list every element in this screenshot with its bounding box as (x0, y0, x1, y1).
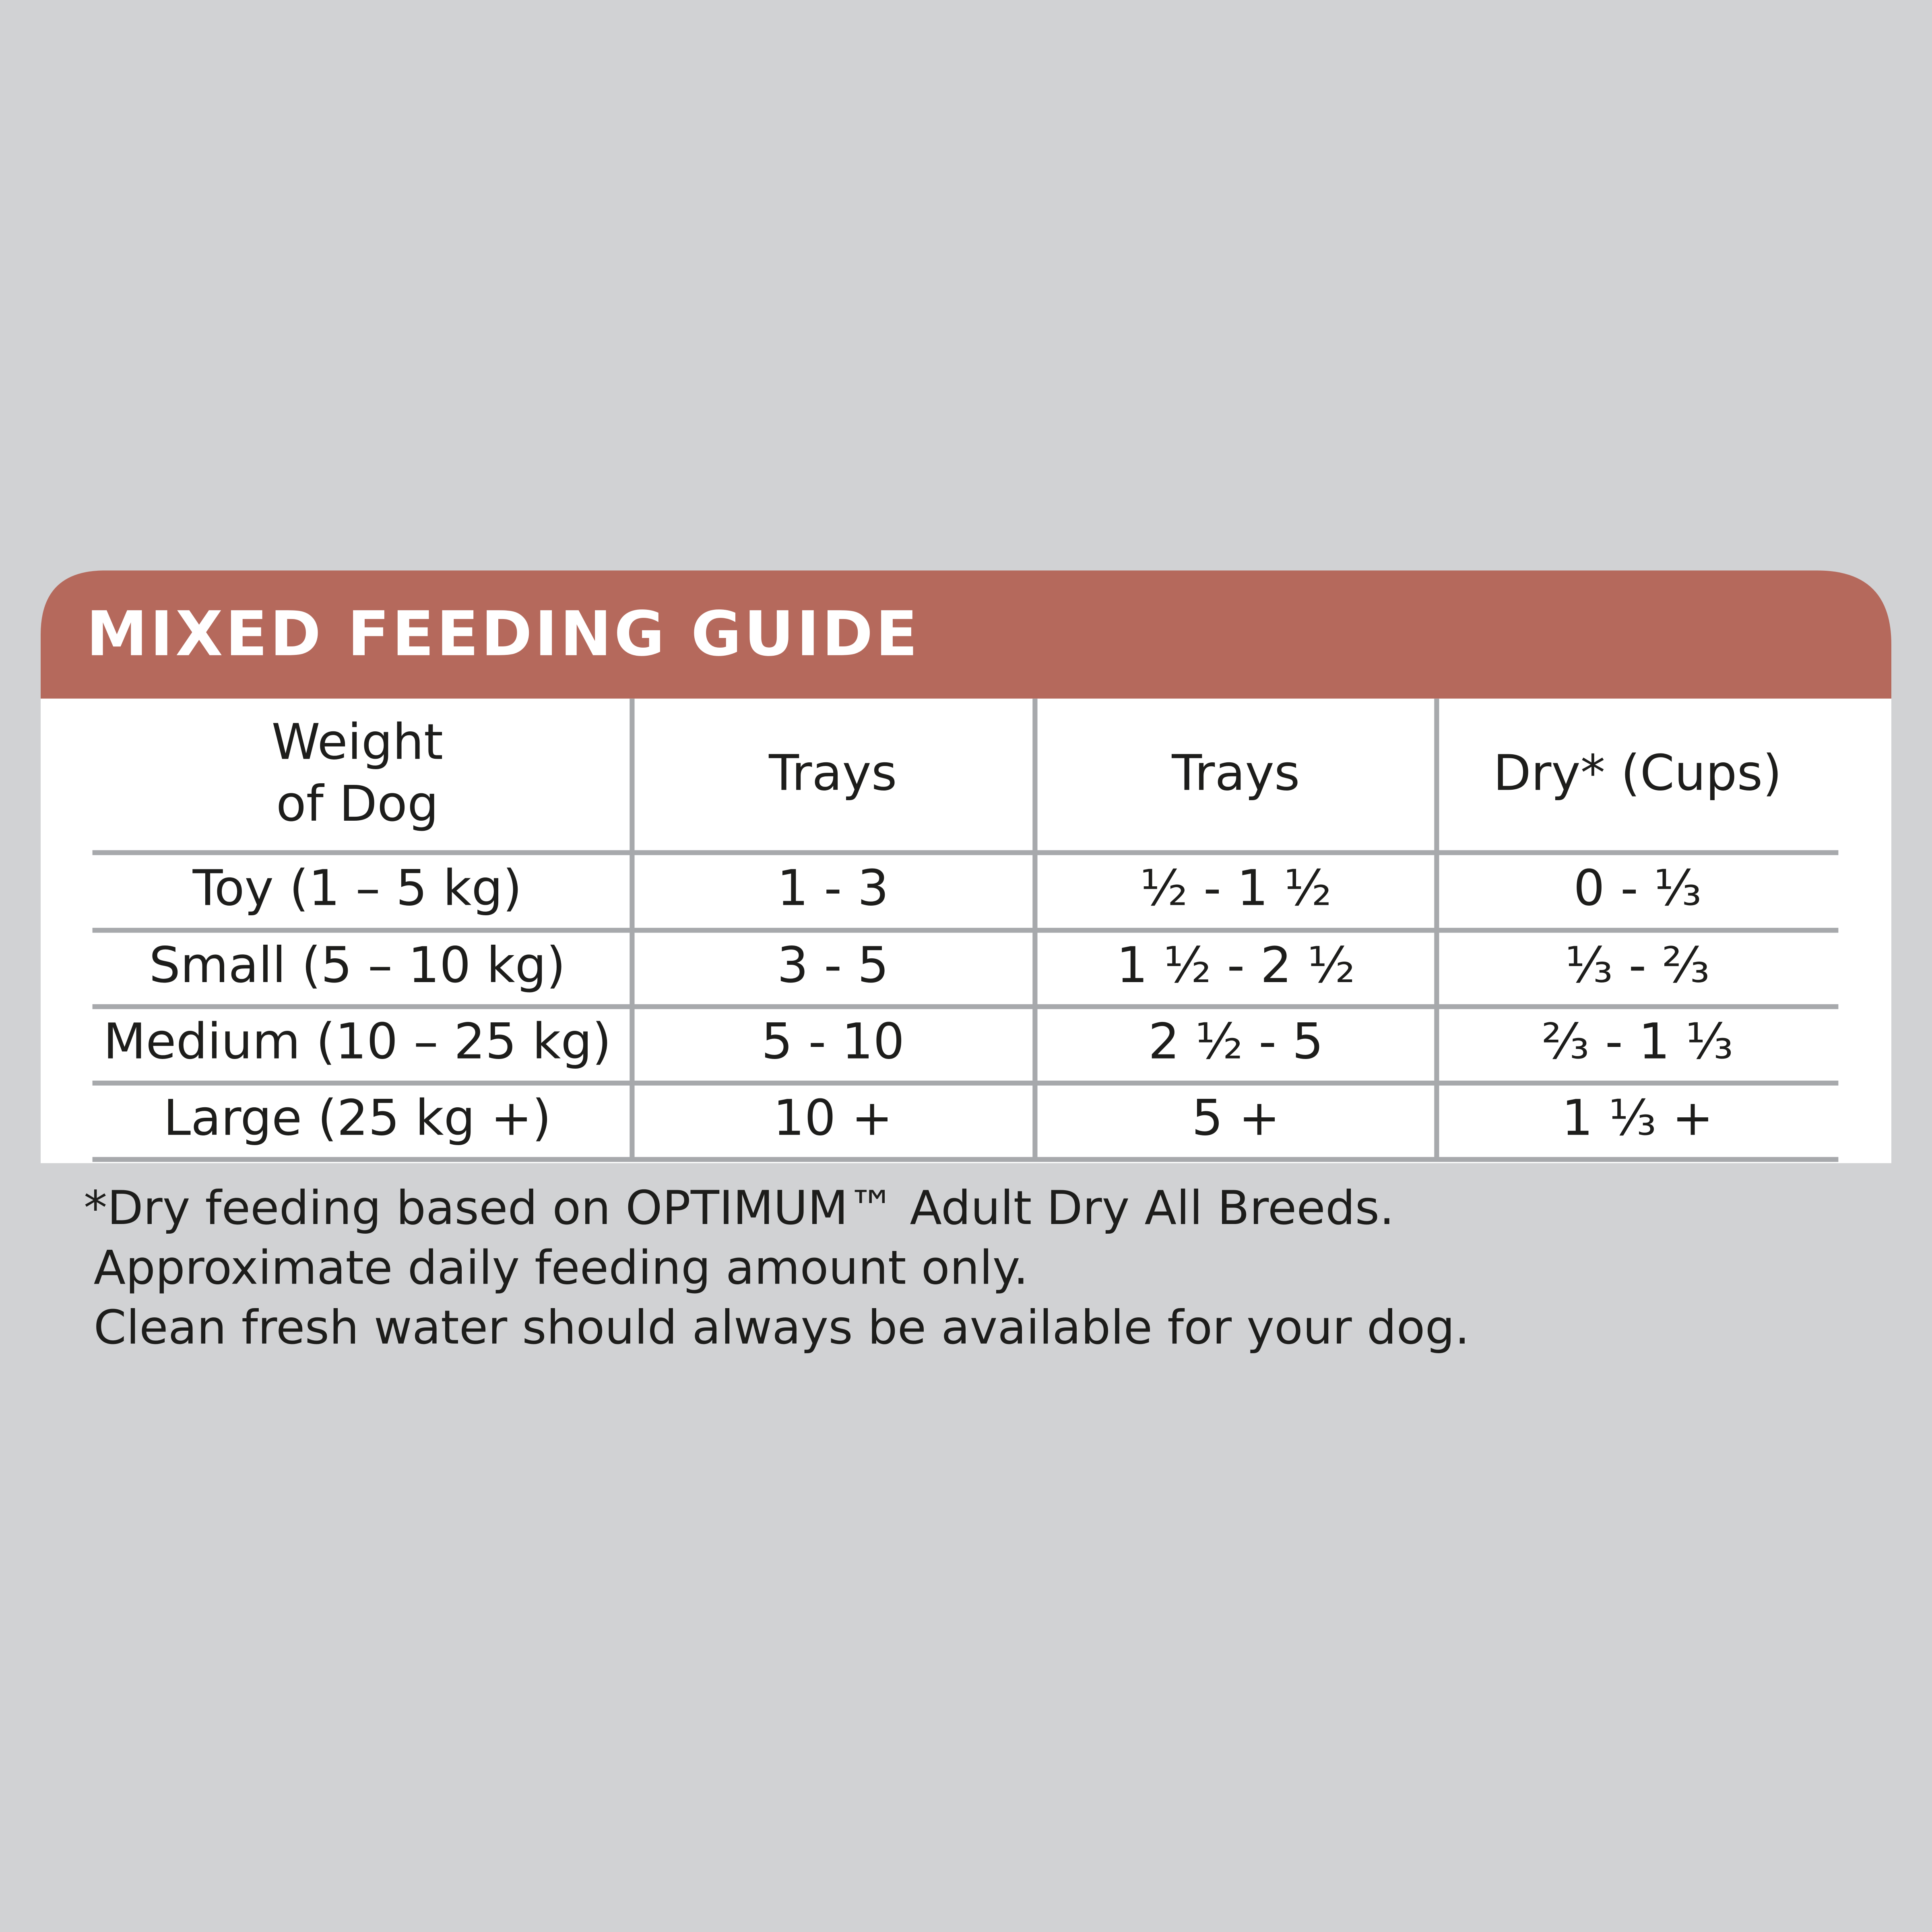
header-band (41, 570, 1891, 699)
column-header: of Dog (276, 775, 439, 832)
column-header: Trays (1171, 744, 1300, 801)
table-cell: 0 - ⅓ (1573, 859, 1702, 916)
table-cell: Large (25 kg +) (163, 1089, 551, 1146)
column-header: Trays (768, 744, 897, 801)
table-cell: Small (5 – 10 kg) (149, 936, 566, 994)
footnote-line: Approximate daily feeding amount only. (94, 1241, 1028, 1295)
table-grid (92, 698, 1839, 1162)
table-cell: 5 - 10 (762, 1013, 905, 1070)
table-cell: ½ - 1 ½ (1140, 859, 1331, 916)
footnote: *Dry feeding based on OPTIMUM™ Adult Dry… (84, 1181, 1470, 1355)
column-header: Dry* (Cups) (1493, 744, 1782, 801)
footnote-line: Clean fresh water should always be avail… (94, 1300, 1470, 1355)
table-cell: 2 ½ - 5 (1148, 1013, 1323, 1070)
table-cell: 3 - 5 (777, 936, 889, 994)
table-cell: 1 ½ - 2 ½ (1117, 936, 1355, 994)
table-cell: 1 ⅓ + (1562, 1089, 1713, 1146)
table-cell: 5 + (1192, 1089, 1280, 1146)
table-cell: 10 + (773, 1089, 893, 1146)
table-cell: Medium (10 – 25 kg) (103, 1013, 611, 1070)
table-cell: Toy (1 – 5 kg) (192, 859, 522, 916)
table-cell: ⅔ - 1 ⅓ (1542, 1013, 1733, 1070)
footnote-line: *Dry feeding based on OPTIMUM™ Adult Dry… (84, 1181, 1394, 1235)
table-cell: 1 - 3 (777, 859, 889, 916)
title: MIXED FEEDING GUIDE (86, 599, 920, 670)
table-cell: ⅓ - ⅔ (1565, 936, 1710, 994)
column-header: Weight (271, 713, 443, 771)
